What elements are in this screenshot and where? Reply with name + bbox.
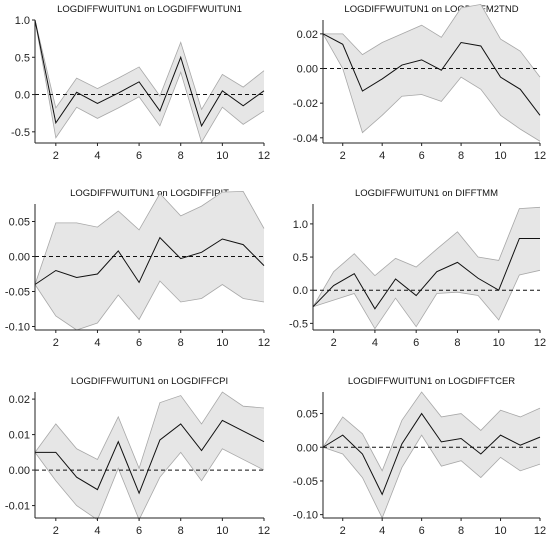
y-tick-label: -0.5	[11, 127, 30, 139]
x-tick-label: 2	[340, 525, 346, 537]
irf-panel-5: LOGDIFFWUITUN1 on LOGDIFFCPI -0.01 0.00 0.0…	[5, 376, 270, 537]
x-tick-label: 6	[136, 525, 142, 537]
y-tick-label: -0.5	[289, 318, 308, 330]
x-tick-label: 6	[413, 337, 419, 349]
x-tick-label: 10	[216, 525, 228, 537]
x-tick-label: 10	[494, 150, 506, 162]
x-tick-label: 2	[53, 150, 59, 162]
x-tick-label: 6	[136, 150, 142, 162]
confidence-band	[35, 20, 264, 143]
x-tick-label: 10	[493, 337, 505, 349]
lower-band-line	[34, 448, 265, 521]
y-tick-label: 0.5	[293, 252, 308, 264]
y-tick-label: -0.02	[293, 98, 318, 110]
lower-band-line	[322, 434, 541, 519]
irf-panel-2: LOGDIFFWUITUN1 on LOGDIFFM2TND -0.04 -0.02…	[293, 3, 546, 162]
lower-band-line	[322, 33, 541, 142]
x-tick-label: 4	[379, 525, 385, 537]
x-tick-label: 6	[419, 525, 425, 537]
upper-band-line	[34, 391, 265, 470]
upper-band-line	[312, 206, 541, 307]
y-tick-label: -0.10	[293, 510, 318, 522]
y-tick-label: 0.00	[297, 442, 318, 454]
y-tick-label: 0.00	[9, 465, 30, 477]
x-tick-label: 12	[534, 337, 546, 349]
y-tick-label: 0.05	[9, 217, 30, 229]
x-tick-label: 2	[340, 150, 346, 162]
upper-band-line	[323, 3, 541, 78]
irf-panel-3: LOGDIFFWUITUN1 on LOGDIFFIPIT -0.10 -0.05 0…	[5, 188, 270, 349]
confidence-band	[323, 4, 540, 142]
response-line	[322, 33, 541, 116]
response-line	[35, 419, 265, 495]
y-tick-label: -0.01	[5, 501, 30, 513]
x-tick-label: 4	[372, 337, 378, 349]
confidence-band	[35, 392, 264, 520]
x-tick-label: 10	[216, 150, 228, 162]
y-tick-label: 0.00	[297, 64, 318, 76]
panel-title: LOGDIFFWUITUN1 on LOGDIFFTCER	[348, 376, 515, 387]
x-tick-label: 2	[53, 337, 59, 349]
x-tick-label: 6	[136, 337, 142, 349]
lower-band-line	[34, 19, 265, 144]
response-line	[322, 412, 541, 496]
y-tick-label: 0.00	[9, 252, 30, 264]
y-tick-label: 0.02	[9, 394, 30, 406]
panel-title: LOGDIFFWUITUN1 on LOGDIFFCPI	[71, 376, 228, 387]
irf-panel-4: LOGDIFFWUITUN1 on DIFFTMM -0.5 0.0 0.5 1.0 2 4…	[289, 188, 546, 349]
x-tick-label: 12	[258, 337, 270, 349]
y-tick-label: 0.0	[293, 285, 308, 297]
x-tick-label: 8	[178, 150, 184, 162]
y-tick-label: 0.02	[297, 29, 318, 41]
panel-title: LOGDIFFWUITUN1 on DIFFTMM	[355, 188, 498, 199]
x-tick-label: 8	[458, 525, 464, 537]
confidence-band	[313, 207, 540, 329]
x-tick-label: 4	[94, 525, 100, 537]
y-tick-label: 0.05	[297, 409, 318, 421]
y-tick-label: -0.04	[293, 133, 318, 145]
irf-panel-1: LOGDIFFWUITUN1 on LOGDIFFWUITUN1 -0.5 0.0 0…	[11, 4, 270, 162]
panel-title: LOGDIFFWUITUN1 on LOGDIFFWUITUN1	[57, 4, 242, 15]
upper-band-line	[34, 19, 265, 111]
response-line	[34, 19, 265, 128]
x-tick-label: 2	[53, 525, 59, 537]
upper-band-line	[34, 190, 265, 285]
x-tick-label: 8	[178, 337, 184, 349]
confidence-band	[323, 392, 540, 518]
y-tick-label: 1.0	[15, 15, 30, 27]
response-line	[34, 236, 265, 285]
x-tick-label: 12	[534, 525, 546, 537]
x-tick-label: 10	[494, 525, 506, 537]
x-tick-label: 8	[178, 525, 184, 537]
y-tick-label: -0.05	[5, 287, 30, 299]
x-tick-label: 12	[534, 150, 546, 162]
upper-band-line	[322, 391, 541, 472]
x-tick-label: 10	[216, 337, 228, 349]
y-tick-label: -0.10	[5, 322, 30, 334]
lower-band-line	[34, 280, 265, 331]
panel-title: LOGDIFFWUITUN1 on LOGDIFFIPIT	[70, 188, 229, 199]
y-tick-label: -0.05	[293, 476, 318, 488]
panel-title: LOGDIFFWUITUN1 on LOGDIFFM2TND	[344, 4, 518, 15]
x-tick-label: 8	[454, 337, 460, 349]
y-tick-label: 1.0	[293, 219, 308, 231]
x-tick-label: 12	[258, 525, 270, 537]
lower-band-line	[312, 269, 541, 330]
x-tick-label: 4	[94, 150, 100, 162]
y-tick-label: 0.5	[15, 52, 30, 64]
x-tick-label: 2	[331, 337, 337, 349]
irf-panel-6: LOGDIFFWUITUN1 on LOGDIFFTCER -0.10 -0.05 0…	[293, 376, 546, 537]
response-line	[312, 237, 540, 310]
x-tick-label: 4	[379, 150, 385, 162]
x-tick-label: 6	[419, 150, 425, 162]
y-tick-label: 0.0	[15, 90, 30, 102]
x-tick-label: 4	[94, 337, 100, 349]
x-tick-label: 12	[258, 150, 270, 162]
x-tick-label: 8	[458, 150, 464, 162]
y-tick-label: 0.01	[9, 430, 30, 442]
